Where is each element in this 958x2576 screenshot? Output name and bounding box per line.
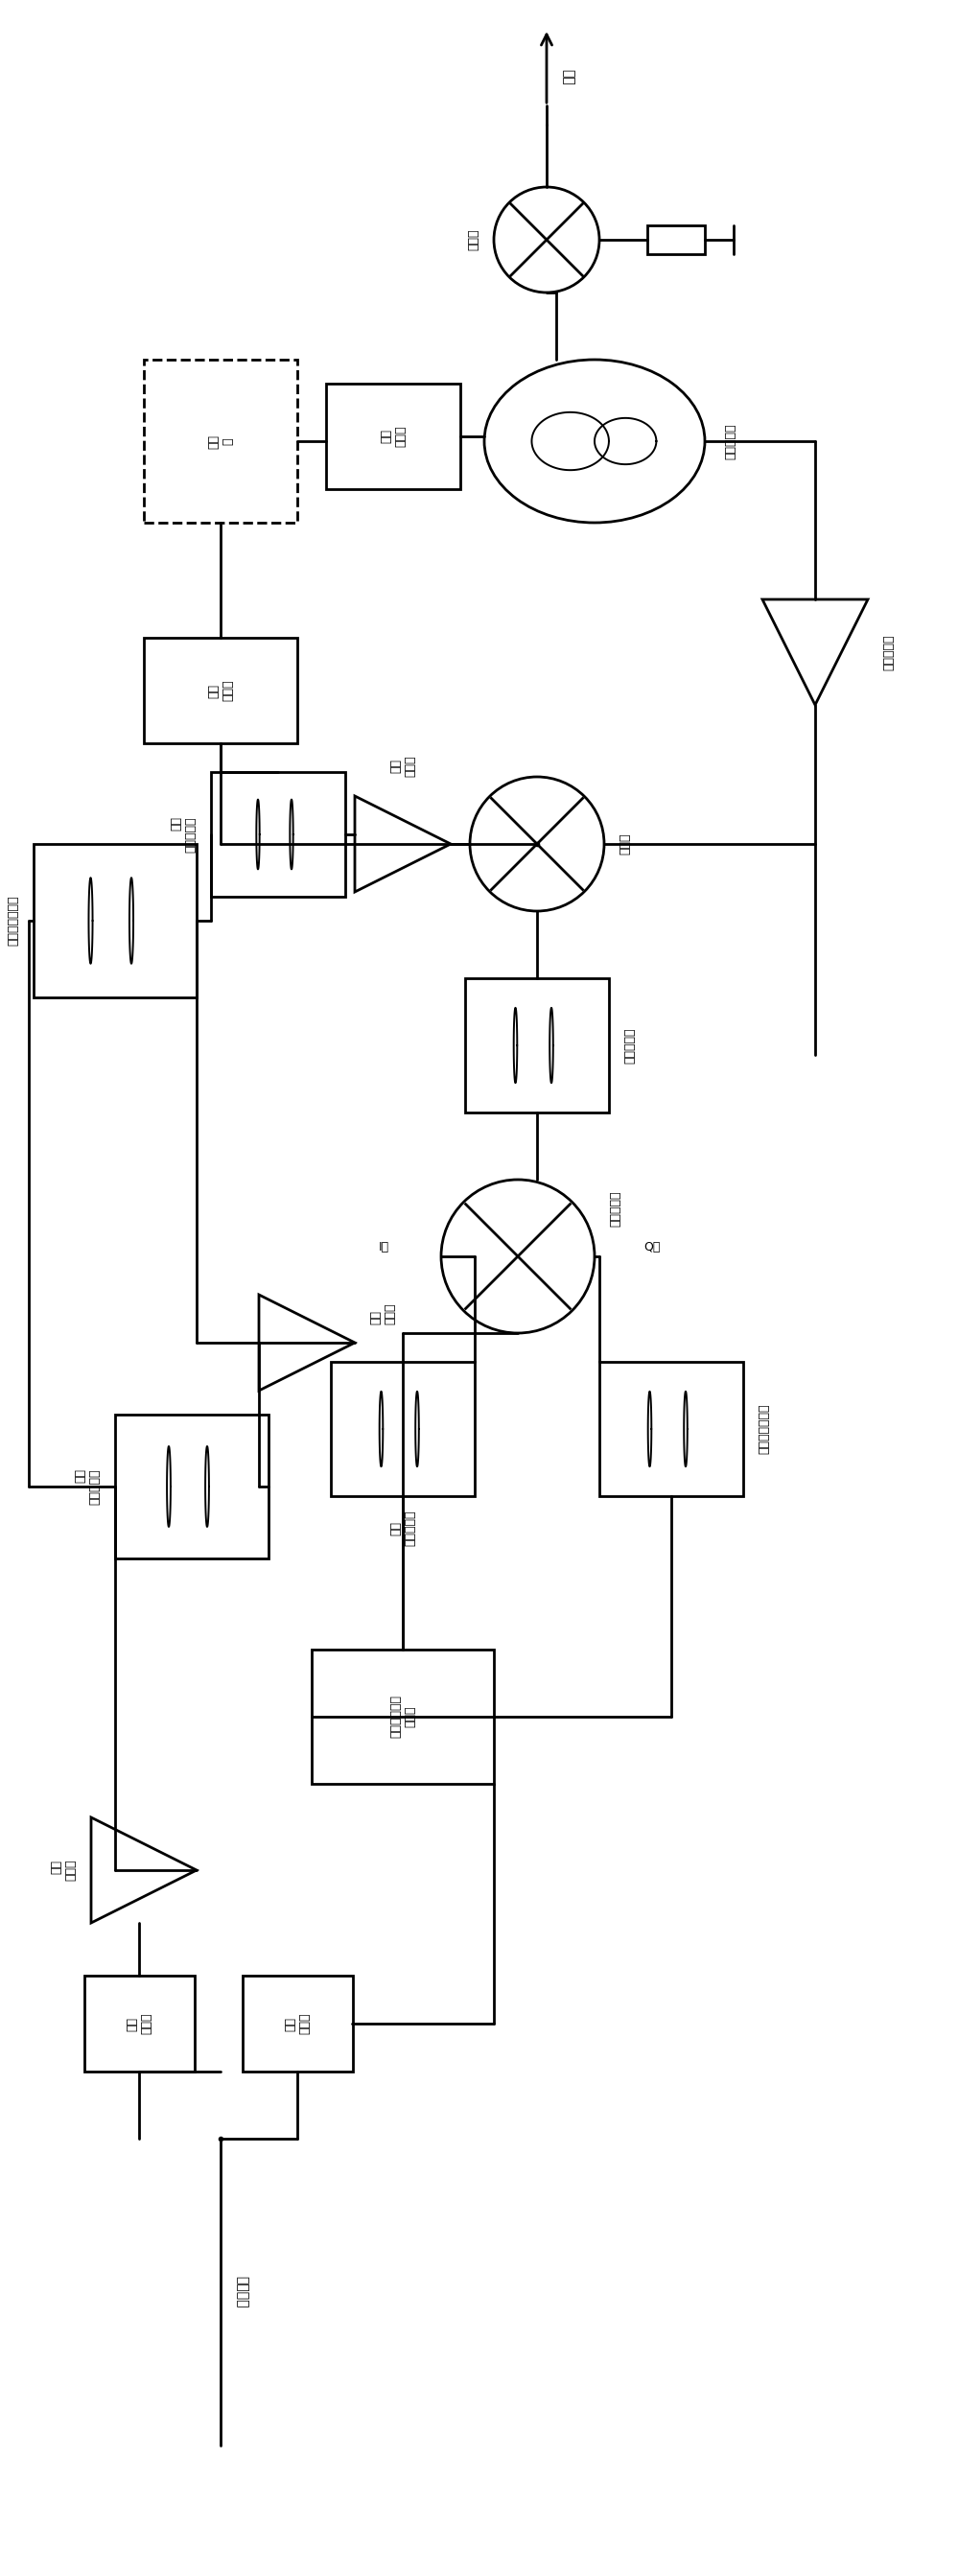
Text: Q路: Q路 [644,1242,660,1252]
Bar [144,361,297,523]
Bar [144,639,297,744]
Text: 混频器: 混频器 [619,832,631,855]
Text: 第二
放大器: 第二 放大器 [369,1303,396,1324]
Polygon shape [91,1819,196,1922]
Text: 直接数字频率
合成器: 直接数字频率 合成器 [389,1695,416,1739]
Bar [465,979,609,1113]
Text: 第三
低通滤波器: 第三 低通滤波器 [170,817,196,853]
Circle shape [494,188,600,294]
Text: 第二高通滤波器: 第二高通滤波器 [7,896,19,945]
Ellipse shape [485,361,705,523]
Text: 第四
放大器: 第四 放大器 [389,755,416,778]
Bar [211,773,345,896]
Bar [326,384,460,489]
Text: I路: I路 [378,1242,389,1252]
Text: 第一
低通滤波器: 第一 低通滤波器 [389,1510,416,1546]
Bar [242,1976,353,2071]
Text: 鉴相
器: 鉴相 器 [207,433,234,448]
Text: 耦合器: 耦合器 [467,229,480,250]
Text: 第二低通滤波器: 第二低通滤波器 [758,1404,770,1455]
Text: 第一
放大器: 第一 放大器 [50,1860,77,1880]
Polygon shape [763,600,868,706]
Bar [84,1976,194,2071]
Text: 第一
高通滤波器: 第一 高通滤波器 [74,1468,101,1504]
Text: 环路
滤波器: 环路 滤波器 [379,425,406,448]
Circle shape [469,778,604,912]
Bar [34,845,196,997]
Bar [648,224,705,255]
Text: 第二
倍频器: 第二 倍频器 [125,2012,152,2035]
Text: 第三放大器: 第三放大器 [882,634,895,670]
Bar [331,1363,474,1497]
Text: 带通滤波器: 带通滤波器 [624,1028,636,1064]
Circle shape [441,1180,595,1332]
Text: 整数
分频器: 整数 分频器 [207,680,234,701]
Text: 第一
倍频器: 第一 倍频器 [284,2012,310,2035]
Text: 输出: 输出 [561,70,575,85]
Polygon shape [259,1296,354,1391]
Text: 参考频率: 参考频率 [235,2277,248,2308]
Text: 正交混频器: 正交混频器 [609,1190,622,1226]
Bar [115,1414,268,1558]
Bar [600,1363,743,1497]
Bar [311,1649,494,1783]
Polygon shape [354,796,450,891]
Text: 压控振荡器: 压控振荡器 [724,422,737,459]
